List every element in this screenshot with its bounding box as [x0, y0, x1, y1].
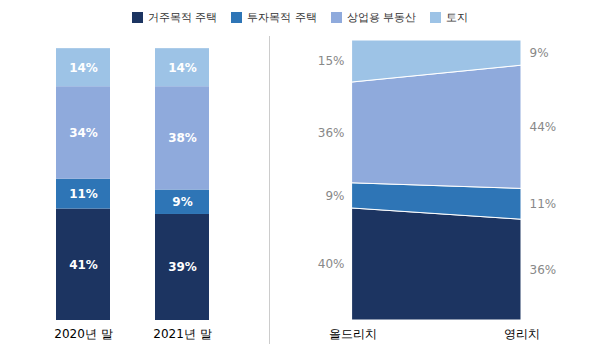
svg-text:15%: 15% [318, 54, 345, 68]
svg-text:39%: 39% [168, 260, 197, 274]
svg-text:36%: 36% [318, 126, 345, 140]
svg-text:2021년 말: 2021년 말 [153, 327, 211, 341]
svg-text:11%: 11% [69, 187, 98, 201]
html-text:토지: 토지 [446, 10, 469, 24]
svg-text:44%: 44% [530, 120, 557, 134]
svg-text:14%: 14% [69, 61, 98, 75]
svg-text:2020년 말: 2020년 말 [54, 327, 112, 341]
svg-text:9%: 9% [172, 195, 192, 209]
svg-text:41%: 41% [69, 258, 98, 272]
svg-text:36%: 36% [530, 263, 557, 277]
svg-text:9%: 9% [530, 46, 549, 60]
svg-text:11%: 11% [530, 197, 557, 211]
svg-text:38%: 38% [168, 131, 197, 145]
html-text:거주목적 주택: 거주목적 주택 [147, 10, 218, 24]
svg-text:40%: 40% [318, 257, 345, 271]
html-text:투자목적 주택: 투자목적 주택 [247, 10, 317, 24]
svg-text:올드리치: 올드리치 [329, 327, 377, 341]
svg-text:영리치: 영리치 [504, 327, 540, 341]
html-text:상업용 부동산: 상업용 부동산 [346, 10, 417, 24]
svg-text:14%: 14% [168, 61, 197, 75]
svg-text:34%: 34% [69, 126, 98, 140]
svg-text:9%: 9% [325, 189, 344, 203]
